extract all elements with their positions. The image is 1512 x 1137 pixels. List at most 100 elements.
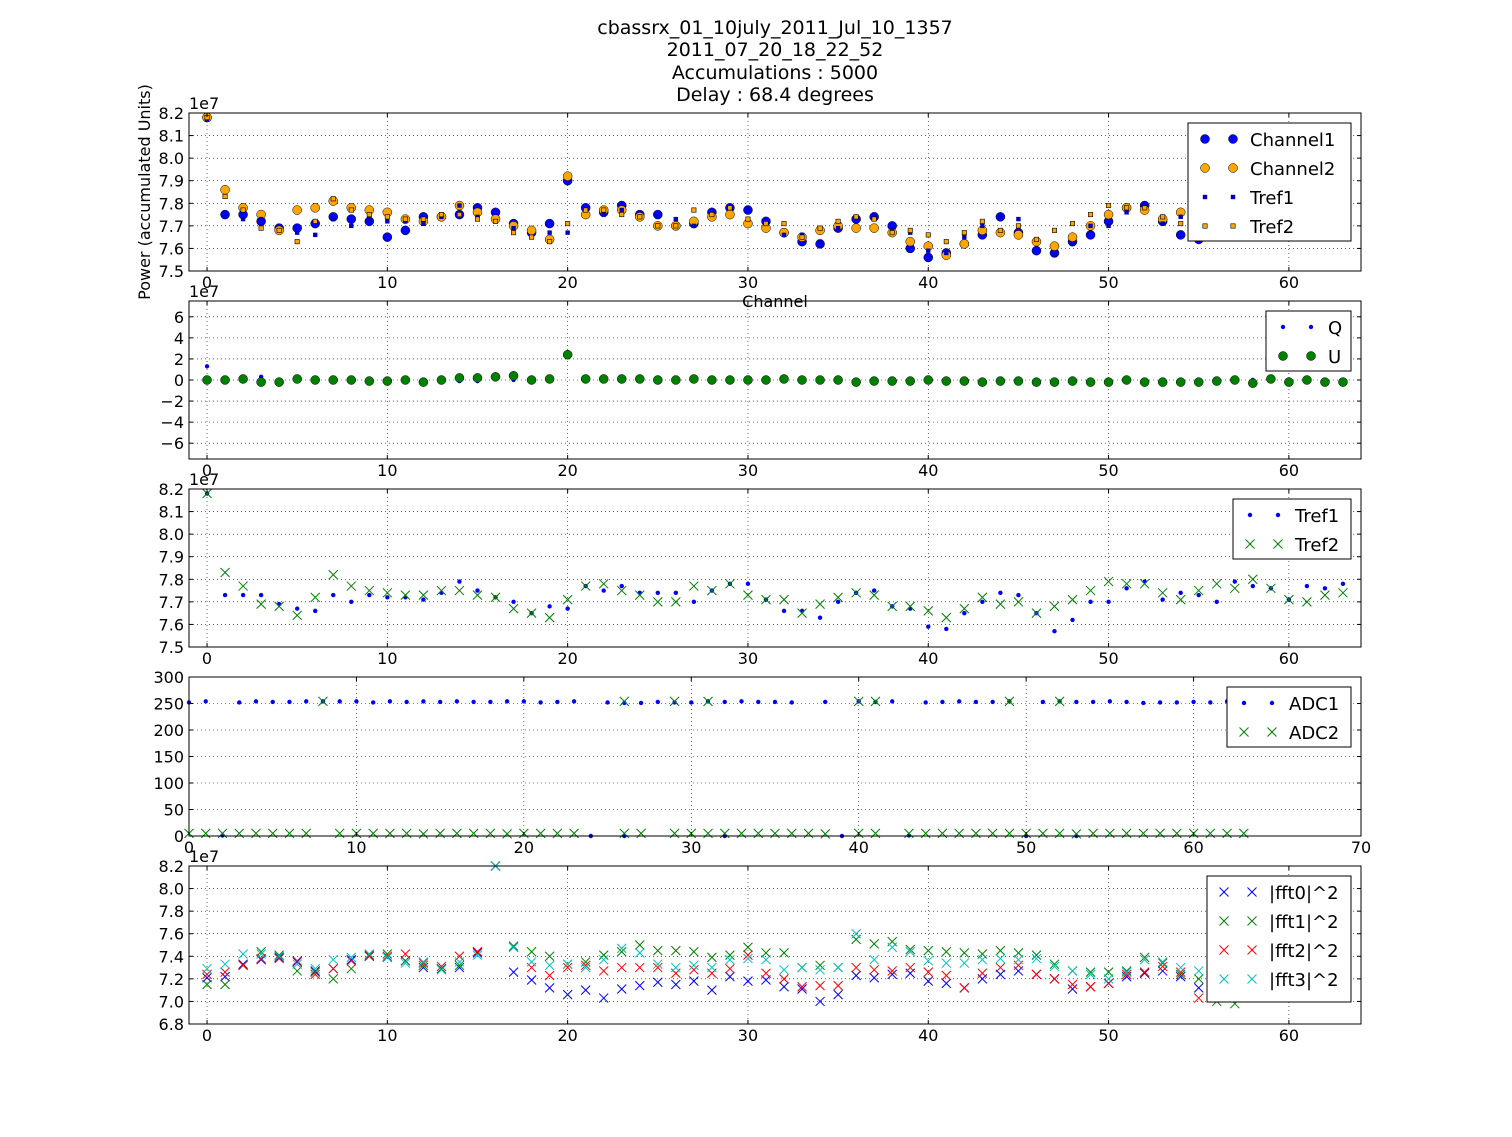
legend-item: Tref1 (1247, 506, 1339, 527)
legend-marker (1228, 163, 1238, 173)
tick-label-y: 7.0 (159, 992, 184, 1011)
data-point (725, 971, 735, 982)
chart-panel-3: 0 10 20 30 40 50 60 7.5 7.6 7.7 7.8 7.9 8.0 8.1 8.2 1e7… (159, 470, 1362, 668)
data-point (258, 216, 264, 222)
data-point (1067, 979, 1078, 990)
data-point (977, 592, 988, 603)
data-point (833, 962, 843, 973)
tick-label-x: 10 (377, 1026, 397, 1045)
data-point (274, 950, 285, 961)
data-point (256, 599, 266, 609)
data-point (1208, 700, 1213, 705)
data-point (1229, 583, 1240, 594)
data-point (562, 989, 573, 1000)
data-point (385, 219, 390, 224)
data-point (346, 214, 357, 224)
data-point (851, 223, 861, 233)
data-point (292, 957, 303, 967)
data-point (619, 207, 624, 213)
data-point (797, 981, 807, 992)
legend: Channel1 Channel2 Tref1 Tref2 (1187, 122, 1352, 242)
data-point (635, 374, 645, 384)
tick-label-y: 8.2 (159, 104, 184, 123)
data-point (511, 225, 516, 231)
legend-marker (1269, 700, 1275, 706)
data-point (1266, 374, 1276, 384)
data-point (815, 599, 825, 609)
tick-label-y: 250 (153, 695, 184, 714)
data-point (202, 963, 212, 974)
data-point (926, 248, 931, 253)
data-point (1085, 981, 1096, 992)
data-point (400, 225, 411, 236)
legend-label: Q (1328, 318, 1342, 339)
data-point (725, 209, 735, 220)
data-point (1304, 583, 1310, 589)
data-point (1250, 583, 1256, 589)
data-point (511, 230, 517, 236)
data-point (851, 587, 861, 598)
data-point (1049, 959, 1060, 970)
data-point (616, 374, 627, 384)
data-point (601, 212, 606, 217)
tick-label-y: 50 (164, 801, 184, 820)
data-point (745, 581, 751, 586)
tick-label-y: 7.5 (159, 638, 184, 657)
legend-marker (1219, 916, 1229, 926)
legend-marker (1230, 223, 1236, 229)
data-point (761, 975, 771, 985)
data-point (745, 216, 751, 222)
data-point (655, 699, 660, 705)
data-point (979, 218, 985, 224)
data-point (1265, 583, 1276, 594)
data-point (833, 375, 843, 385)
data-point (294, 606, 300, 611)
data-point (817, 239, 823, 244)
data-point (1193, 974, 1204, 984)
data-point (544, 612, 555, 623)
data-point (923, 945, 934, 956)
data-point (292, 374, 302, 384)
data-point (815, 980, 825, 991)
data-point (220, 979, 230, 990)
data-point (707, 962, 717, 973)
data-point (555, 699, 560, 705)
tick-label-y: 4 (174, 329, 184, 348)
data-point (276, 227, 282, 233)
data-point (384, 214, 390, 220)
series-tref1 (204, 117, 1201, 258)
data-point (959, 239, 970, 249)
data-point (237, 700, 242, 705)
data-point (1106, 203, 1112, 209)
data-point (544, 218, 555, 229)
data-point (1049, 377, 1060, 387)
data-point (565, 230, 570, 235)
data-point (1193, 585, 1204, 596)
data-point (977, 377, 988, 387)
series-fft12 (202, 861, 1240, 1009)
legend-marker (1275, 512, 1281, 518)
data-point (1088, 599, 1093, 605)
data-point (382, 951, 393, 962)
data-point (471, 699, 476, 705)
data-point (387, 699, 393, 704)
tick-label-x: 0 (202, 461, 212, 480)
data-point (1106, 599, 1111, 605)
data-point (571, 699, 577, 704)
tick-label-x: 0 (202, 273, 212, 292)
data-series (202, 349, 1348, 388)
axis-offset-label: 1e7 (189, 282, 219, 301)
tick-label-y: 8.2 (159, 857, 184, 876)
data-point (346, 955, 357, 966)
tick-label-x: 50 (1098, 649, 1118, 668)
tick-label-y: 8.2 (159, 480, 184, 499)
tick-labels: 0 10 20 30 40 50 60 7.5 7.6 7.7 7.8 7.9 8.0 8.1 8.2 (159, 480, 1361, 668)
data-point (944, 250, 949, 256)
tick-label-x: 60 (1279, 273, 1299, 292)
data-point (869, 954, 880, 965)
data-point (779, 981, 789, 992)
data-point (980, 599, 985, 605)
data-point (761, 594, 771, 605)
series-fft22 (202, 861, 1222, 1003)
data-point (1074, 699, 1079, 705)
